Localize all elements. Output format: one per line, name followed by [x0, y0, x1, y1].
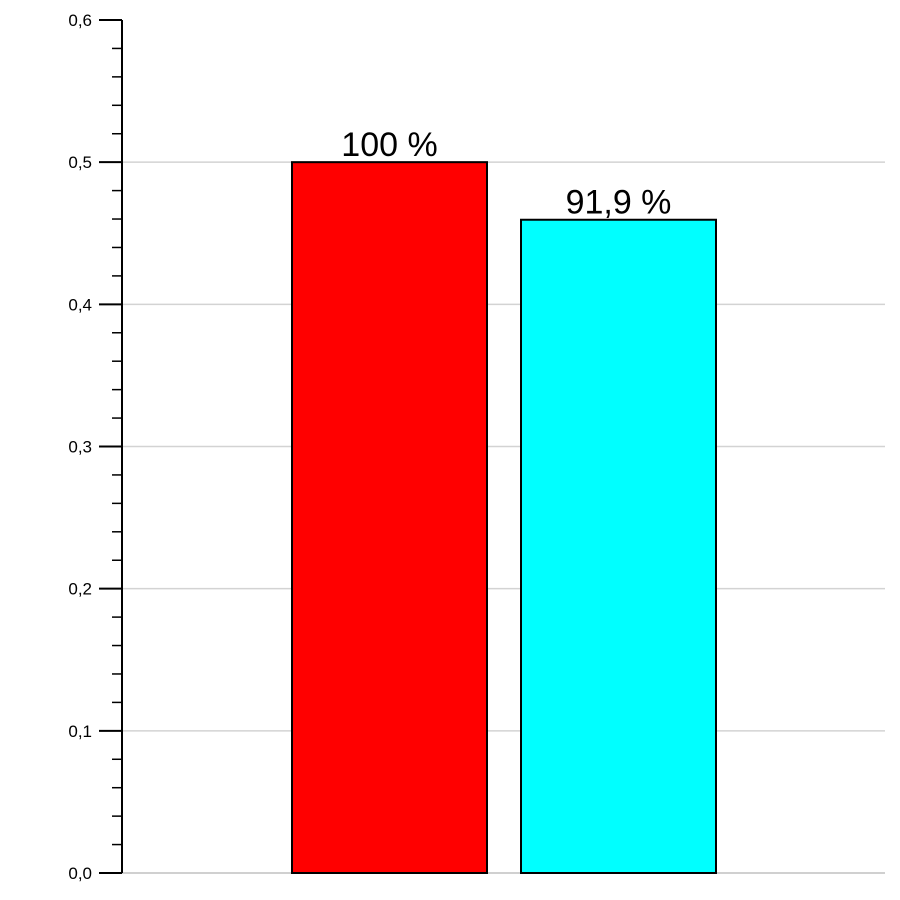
bar — [291, 161, 488, 874]
y-tick-label: 0,2 — [68, 580, 92, 599]
bar-value-label: 91,9 % — [566, 184, 672, 222]
y-tick-label: 0,6 — [68, 11, 92, 30]
bar — [520, 218, 717, 875]
bars — [291, 161, 717, 875]
bar-value-label: 100 % — [341, 126, 437, 164]
grid-lines — [122, 161, 885, 874]
bar-labels: 100 % 91,9 % — [341, 126, 671, 222]
y-tick-label: 0,0 — [68, 864, 92, 883]
y-tick-label: 0,3 — [68, 438, 92, 457]
y-tick-label: 0,5 — [68, 153, 92, 172]
y-axis: 0,0 0,1 0,2 0,3 0,4 0,5 0,6 — [68, 11, 123, 883]
y-tick-label: 0,4 — [68, 295, 92, 314]
y-tick-label: 0,1 — [68, 722, 92, 741]
